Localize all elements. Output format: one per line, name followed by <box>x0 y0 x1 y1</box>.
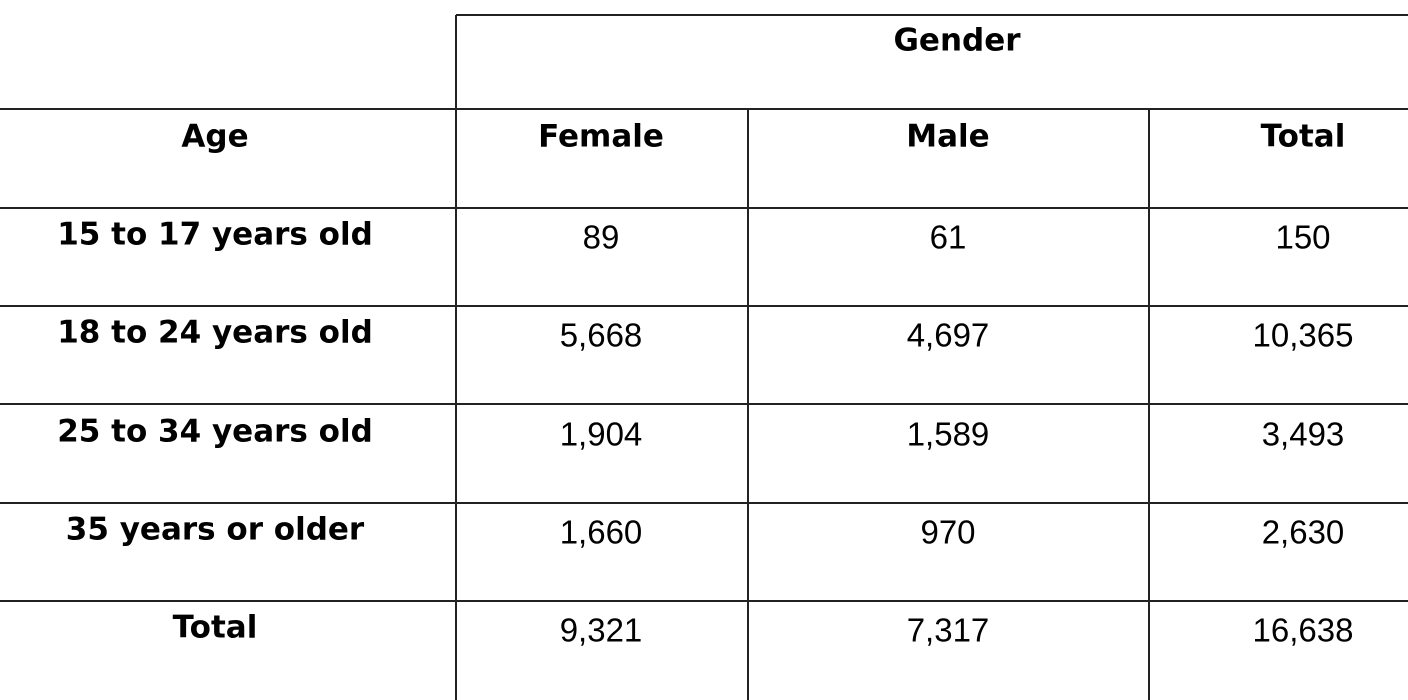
cell-value: 16,638 <box>1253 612 1354 649</box>
row-label: Total <box>173 610 258 646</box>
column-header: Male <box>906 119 989 155</box>
row-label: 18 to 24 years old <box>57 315 373 351</box>
cell-value: 5,668 <box>560 317 643 354</box>
row-label: 35 years or older <box>66 512 365 548</box>
cell-value: 10,365 <box>1253 317 1354 354</box>
cell-value: 1,589 <box>907 416 990 453</box>
row-label: 25 to 34 years old <box>57 414 373 450</box>
cell-value: 7,317 <box>907 612 990 649</box>
cell-value: 4,697 <box>907 317 990 354</box>
cell-value: 9,321 <box>560 612 643 649</box>
column-header: Female <box>538 119 664 155</box>
cell-value: 1,904 <box>560 416 643 453</box>
row-label: 15 to 17 years old <box>57 217 373 253</box>
table-borders <box>0 14 1408 700</box>
cell-value: 1,660 <box>560 514 643 551</box>
cell-value: 3,493 <box>1262 416 1345 453</box>
column-header: Age <box>181 119 248 155</box>
cell-value: 970 <box>920 514 975 551</box>
cell-value: 89 <box>583 219 620 256</box>
cell-value: 61 <box>930 219 967 256</box>
column-header: Total <box>1261 119 1346 155</box>
cell-value: 150 <box>1275 219 1330 256</box>
group-header: Gender <box>893 23 1021 59</box>
cell-value: 2,630 <box>1262 514 1345 551</box>
